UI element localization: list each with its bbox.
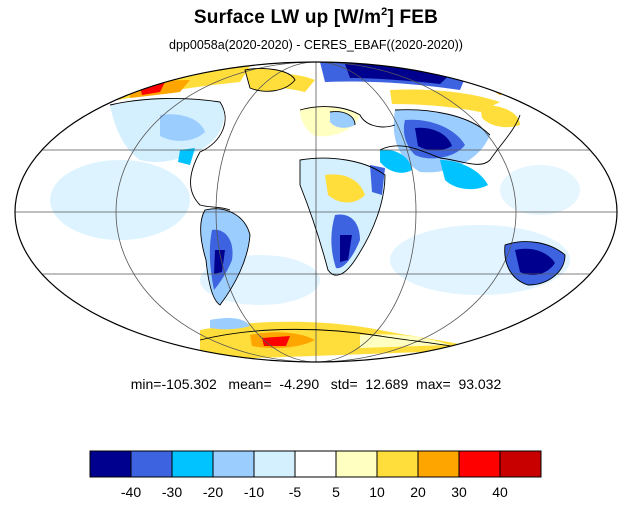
colorbar-box (458, 450, 501, 478)
colorbar-box (417, 450, 460, 478)
colorbar-tick-label: 20 (410, 484, 426, 500)
colorbar-tick-label: 40 (492, 484, 508, 500)
colorbar-box (253, 450, 296, 478)
stat-std-label: std= (330, 376, 358, 392)
colorbar-box (171, 450, 214, 478)
colorbar-box (89, 450, 132, 478)
colorbar-box (499, 450, 542, 478)
stat-mean-value: -4.290 (279, 376, 320, 392)
title-superscript: 2 (381, 6, 388, 18)
title-main: Surface LW up [W/m (193, 7, 382, 28)
colorbar-tick-label: -5 (289, 484, 302, 500)
colorbar-boxes (89, 450, 542, 478)
map-graticule (15, 62, 617, 362)
colorbar-tick-label: -30 (162, 484, 182, 500)
colorbar-tick-label: -10 (244, 484, 264, 500)
stat-min-value: -105.302 (161, 376, 217, 392)
colorbar-tick-label: -40 (121, 484, 141, 500)
colorbar-box (130, 450, 173, 478)
stat-max-label: max= (416, 376, 451, 392)
colorbar-box (376, 450, 419, 478)
stat-mean-label: mean= (228, 376, 272, 392)
colorbar-box (335, 450, 378, 478)
plot-subtitle: dpp0058a(2020-2020) - CERES_EBAF((2020-2… (169, 38, 463, 52)
statistics-line: min=-105.302 mean= -4.290 std= 12.689 ma… (0, 376, 632, 392)
map-outline (14, 61, 618, 363)
stat-min-label: min= (130, 376, 162, 392)
colorbar-tick-label: 10 (369, 484, 385, 500)
colorbar-tick-label: 5 (332, 484, 340, 500)
world-map (14, 61, 618, 363)
colorbar-tick-label: -20 (203, 484, 223, 500)
plot-title: Surface LW up [W/m2] FEB (0, 6, 632, 29)
title-tail: ] FEB (387, 7, 439, 28)
map-anomaly-field (50, 62, 580, 360)
colorbar-box (212, 450, 255, 478)
colorbar-tick-label: 30 (451, 484, 467, 500)
colorbar-labels: -40 -30 -20 -10 -5 5 10 20 30 40 (121, 484, 508, 500)
stat-max-value: 93.032 (458, 376, 502, 392)
map-coastlines (109, 68, 566, 353)
colorbar-box (294, 450, 337, 478)
stat-std-value: 12.689 (365, 376, 409, 392)
